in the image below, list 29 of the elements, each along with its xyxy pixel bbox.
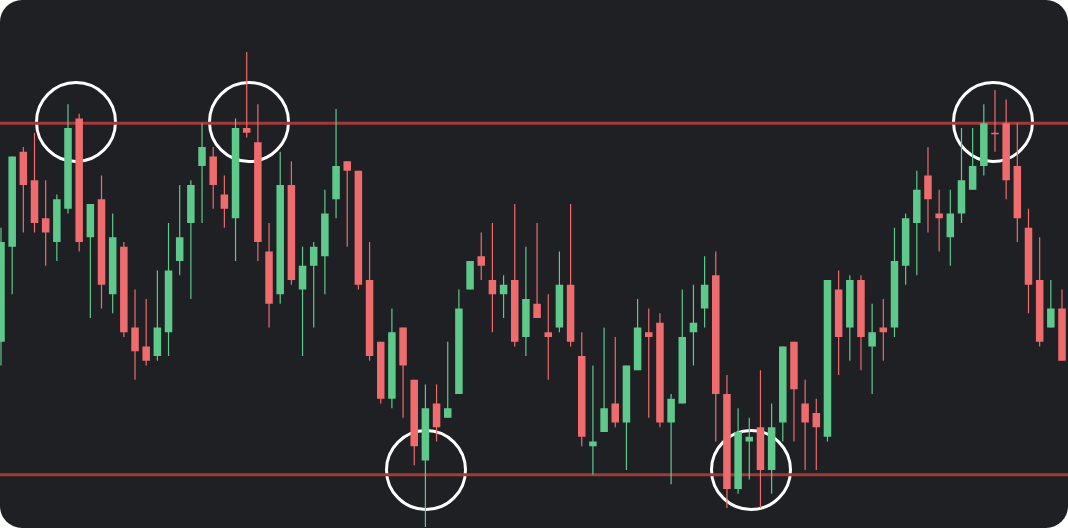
candlestick: [175, 184, 184, 276]
candlestick: [131, 288, 139, 381]
candlestick: [220, 174, 229, 229]
candlestick: [544, 293, 553, 381]
candlestick: [432, 383, 441, 443]
candlestick: [142, 298, 150, 367]
candlestick: [968, 127, 977, 191]
candlestick: [343, 160, 351, 248]
candlestick: [600, 326, 608, 433]
candlestick: [1047, 279, 1055, 329]
candlestick: [242, 51, 251, 139]
candlestick: [298, 246, 307, 357]
candlestick: [946, 189, 955, 267]
candlestick: [700, 255, 709, 329]
candlestick: [443, 341, 452, 419]
candlestick: [924, 146, 932, 234]
candlestick: [309, 241, 318, 329]
candlestick: [477, 231, 485, 281]
candlestick: [533, 222, 541, 319]
candlestick: [611, 336, 620, 428]
candlestick: [198, 122, 206, 224]
candlestick: [812, 398, 821, 471]
candlestick: [645, 307, 653, 419]
candlestick: [41, 179, 50, 267]
candlestick: [801, 379, 809, 471]
candlestick: [488, 222, 497, 333]
candlestick: [868, 303, 876, 395]
candlestick: [667, 393, 675, 485]
candlestick: [745, 417, 754, 481]
